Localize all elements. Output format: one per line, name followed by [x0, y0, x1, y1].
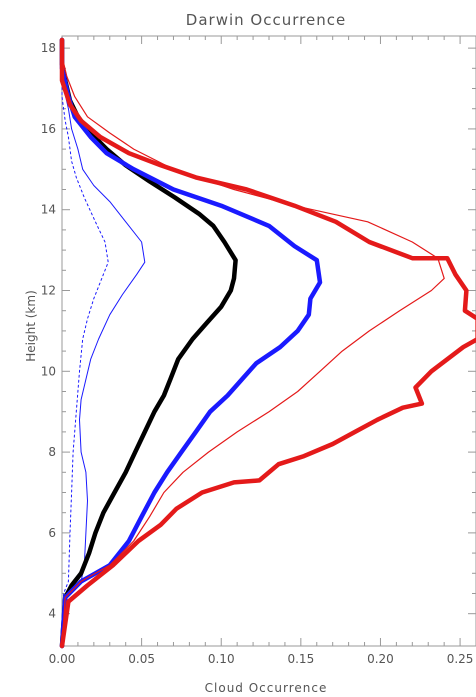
series-line	[61, 39, 445, 647]
series-line	[59, 37, 476, 649]
y-tick-label: 12	[41, 284, 56, 298]
x-axis-label: Cloud Occurrence	[205, 681, 328, 695]
y-tick-label: 18	[41, 41, 56, 55]
series-line	[61, 39, 109, 647]
y-axis-label: Height (km)	[24, 290, 38, 361]
x-tick-label: 0.15	[287, 652, 314, 666]
y-tick-label: 14	[41, 203, 56, 217]
x-tick-label: 0.10	[208, 652, 235, 666]
y-tick-label: 4	[48, 607, 56, 621]
series-line	[61, 39, 146, 647]
x-tick-label: 0.00	[49, 652, 76, 666]
y-tick-label: 8	[48, 445, 56, 459]
x-tick-label: 0.20	[367, 652, 394, 666]
y-tick-label: 6	[48, 526, 56, 540]
y-tick-label: 16	[41, 122, 56, 136]
series-line	[59, 37, 238, 649]
x-tick-label: 0.05	[128, 652, 155, 666]
series-line	[59, 37, 323, 649]
chart-title: Darwin Occurrence	[186, 11, 346, 29]
y-tick-label: 10	[41, 364, 56, 378]
x-tick-label: 0.25	[447, 652, 474, 666]
